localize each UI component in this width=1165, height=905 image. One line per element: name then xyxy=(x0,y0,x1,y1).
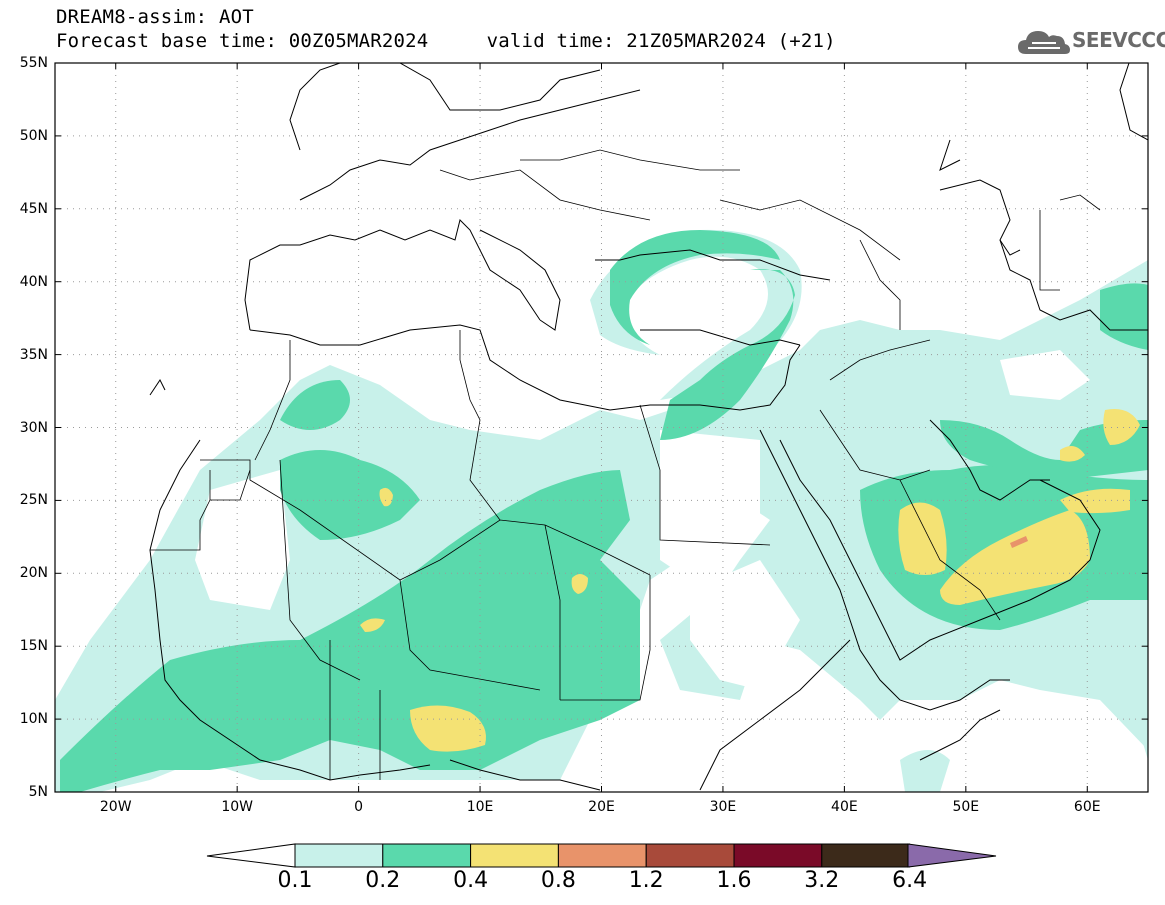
lat-label: 10N xyxy=(19,711,48,728)
lon-label: 40E xyxy=(831,799,858,815)
lat-label: 5N xyxy=(28,784,48,800)
colorbar-level-label: 0.2 xyxy=(365,868,401,893)
lat-label: 20N xyxy=(19,565,48,582)
colorbar-box xyxy=(294,843,384,868)
axis-ticks xyxy=(55,62,1148,793)
seevccc-logo: SEEVCCC xyxy=(1016,24,1165,58)
colorbar-level-label: 1.2 xyxy=(628,868,664,893)
colorbar-over-arrow xyxy=(907,843,997,868)
lat-label: 50N xyxy=(19,127,48,144)
lon-label: 0 xyxy=(354,799,364,815)
lat-label: 30N xyxy=(19,419,48,436)
colorbar-box xyxy=(382,843,472,868)
colorbar-level-label: 6.4 xyxy=(892,868,928,893)
coastlines xyxy=(149,63,1148,791)
lon-label: 60E xyxy=(1073,799,1101,815)
forecast-time-line: Forecast base time: 00Z05MAR2024 valid t… xyxy=(56,30,836,52)
colorbar-level-label: 0.8 xyxy=(540,868,576,893)
colorbar-box xyxy=(733,843,823,868)
country-borders xyxy=(150,149,1101,780)
lon-label: 20E xyxy=(588,799,615,815)
lat-label: 45N xyxy=(19,200,48,217)
grid-lines xyxy=(55,63,1148,792)
colorbar-box xyxy=(821,843,911,868)
colorbar-boxes xyxy=(294,843,911,868)
colorbar-level-label: 0.1 xyxy=(277,868,313,893)
lon-label: 10W xyxy=(221,799,253,815)
colorbar-level-label: 1.6 xyxy=(716,868,752,893)
lat-label: 25N xyxy=(19,492,48,509)
colorbar-level-label: 0.4 xyxy=(453,868,489,893)
colorbar-level-label: 3.2 xyxy=(804,868,840,893)
aot-clear-holes xyxy=(195,350,1090,690)
cloud-icon xyxy=(1018,31,1070,54)
aot-level-0.8 xyxy=(1010,536,1028,548)
colorbar-box xyxy=(470,843,559,868)
lon-label: 50E xyxy=(952,799,980,815)
aot-level-0.4 xyxy=(360,409,1140,752)
lon-label: 10E xyxy=(466,799,494,815)
colorbar xyxy=(206,843,997,868)
lon-label: 30E xyxy=(709,799,737,815)
colorbar-box xyxy=(645,843,735,868)
colorbar-under-arrow xyxy=(206,843,296,868)
lat-label: 35N xyxy=(19,346,48,363)
colorbar-box xyxy=(557,843,647,868)
plot-title: DREAM8-assim: AOT xyxy=(56,6,254,28)
lat-label: 15N xyxy=(19,638,48,655)
lat-label: 40N xyxy=(19,273,48,290)
lat-label: 55N xyxy=(19,55,48,71)
logo-text: SEEVCCC xyxy=(1072,28,1165,52)
lon-label: 20W xyxy=(99,799,132,815)
